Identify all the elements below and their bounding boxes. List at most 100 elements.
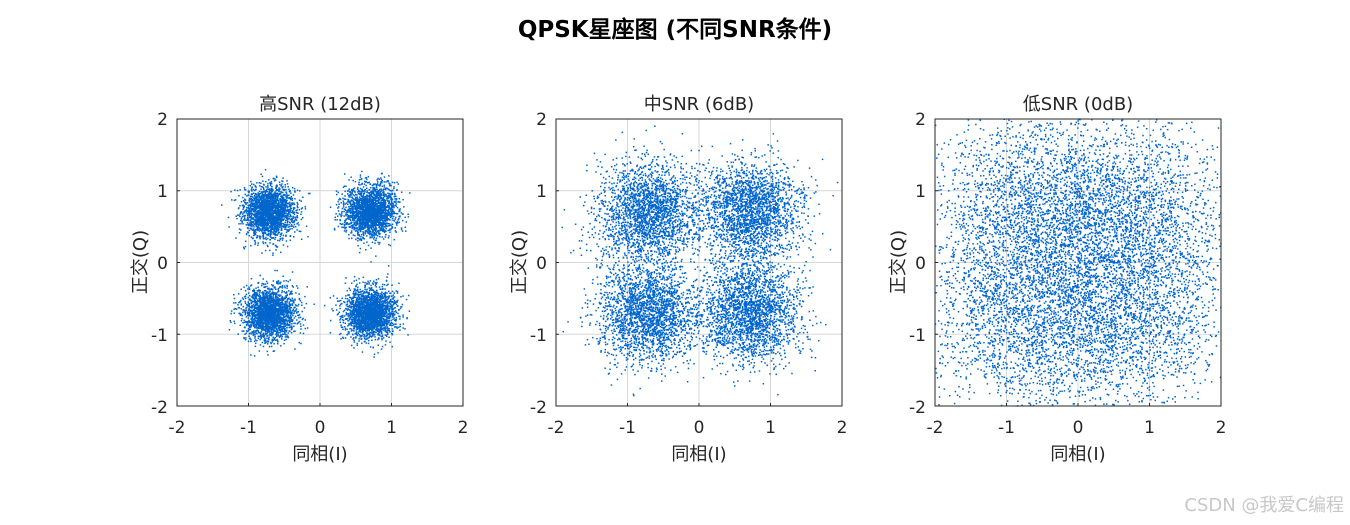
scatter-point: [259, 185, 261, 187]
scatter-point: [358, 182, 360, 184]
scatter-point: [349, 208, 351, 210]
scatter-point: [287, 217, 289, 219]
scatter-point: [397, 219, 399, 221]
scatter-point: [377, 191, 379, 193]
scatter-point: [280, 223, 282, 225]
scatter-point: [360, 194, 362, 196]
scatter-point: [345, 215, 347, 217]
scatter-point: [249, 217, 251, 219]
scatter-point: [343, 201, 345, 203]
scatter-point: [367, 218, 369, 220]
scatter-point: [352, 226, 354, 228]
scatter-point: [374, 205, 376, 207]
scatter-point: [352, 220, 354, 222]
scatter-point: [245, 189, 247, 191]
scatter-point: [270, 183, 272, 185]
scatter-point: [359, 179, 361, 181]
scatter-point: [377, 195, 379, 197]
scatter-point: [364, 209, 366, 211]
scatter-point: [348, 188, 350, 190]
scatter-point: [362, 190, 364, 192]
scatter-point: [371, 214, 373, 216]
scatter-point: [308, 193, 310, 195]
scatter-point: [253, 235, 255, 237]
scatter-point: [273, 230, 275, 232]
scatter-point: [259, 236, 261, 238]
scatter-point: [397, 213, 399, 215]
scatter-point: [253, 221, 255, 223]
scatter-point: [273, 237, 275, 239]
scatter-point: [290, 192, 292, 194]
scatter-point: [284, 213, 286, 215]
scatter-point: [249, 208, 251, 210]
scatter-point: [253, 225, 255, 227]
scatter-point: [357, 245, 359, 247]
scatter-point: [287, 246, 289, 248]
scatter-point: [258, 221, 260, 223]
scatter-point: [258, 207, 260, 209]
scatter-point: [345, 186, 347, 188]
scatter-point: [263, 196, 265, 198]
scatter-point: [393, 207, 395, 209]
scatter-point: [247, 213, 249, 215]
scatter-point: [376, 197, 378, 199]
scatter-point: [375, 227, 377, 229]
scatter-point: [239, 189, 241, 191]
scatter-point: [357, 196, 359, 198]
scatter-point: [241, 318, 243, 320]
scatter-point: [262, 197, 264, 199]
scatter-point: [297, 202, 299, 204]
scatter-point: [367, 182, 369, 184]
scatter-point: [406, 221, 408, 223]
scatter-point: [252, 196, 254, 198]
scatter-point: [378, 190, 380, 192]
scatter-point: [277, 230, 279, 232]
scatter-point: [271, 224, 273, 226]
scatter-point: [360, 176, 362, 178]
scatter-point: [284, 287, 286, 289]
scatter-point: [249, 212, 251, 214]
scatter-point: [255, 211, 256, 213]
scatter-point: [249, 235, 251, 237]
scatter-point: [341, 216, 343, 218]
scatter-point: [353, 217, 355, 219]
scatter-point: [378, 213, 380, 215]
scatter-point: [363, 195, 365, 197]
scatter-point: [247, 215, 249, 217]
scatter-point: [295, 226, 297, 228]
scatter-point: [266, 338, 268, 340]
scatter-point: [355, 224, 357, 226]
scatter-point: [274, 191, 276, 193]
scatter-point: [338, 210, 340, 212]
scatter-point: [336, 190, 338, 192]
scatter-point: [352, 197, 354, 199]
scatter-point: [275, 193, 277, 195]
scatter-point: [244, 248, 246, 250]
scatter-point: [259, 182, 261, 184]
scatter-point: [385, 220, 387, 222]
scatter-point: [265, 233, 267, 235]
scatter-point: [278, 224, 280, 226]
scatter-point: [292, 225, 294, 227]
scatter-point: [345, 203, 347, 205]
scatter-point: [272, 221, 274, 223]
scatter-point: [278, 193, 280, 195]
scatter-point: [369, 227, 371, 229]
scatter-point: [293, 209, 295, 211]
scatter-point: [369, 234, 371, 236]
scatter-point: [360, 188, 362, 190]
scatter-point: [402, 220, 404, 222]
scatter-point: [379, 242, 381, 244]
scatter-point: [245, 298, 247, 300]
scatter-point: [391, 204, 393, 206]
scatter-point: [335, 213, 337, 215]
scatter-point: [366, 181, 368, 183]
scatter-point: [286, 210, 288, 212]
scatter-point: [293, 236, 295, 238]
scatter-point: [363, 235, 365, 237]
scatter-point: [367, 201, 369, 203]
scatter-point: [241, 211, 243, 213]
scatter-point: [281, 205, 283, 207]
scatter-point: [343, 215, 345, 217]
scatter-point: [355, 210, 357, 212]
